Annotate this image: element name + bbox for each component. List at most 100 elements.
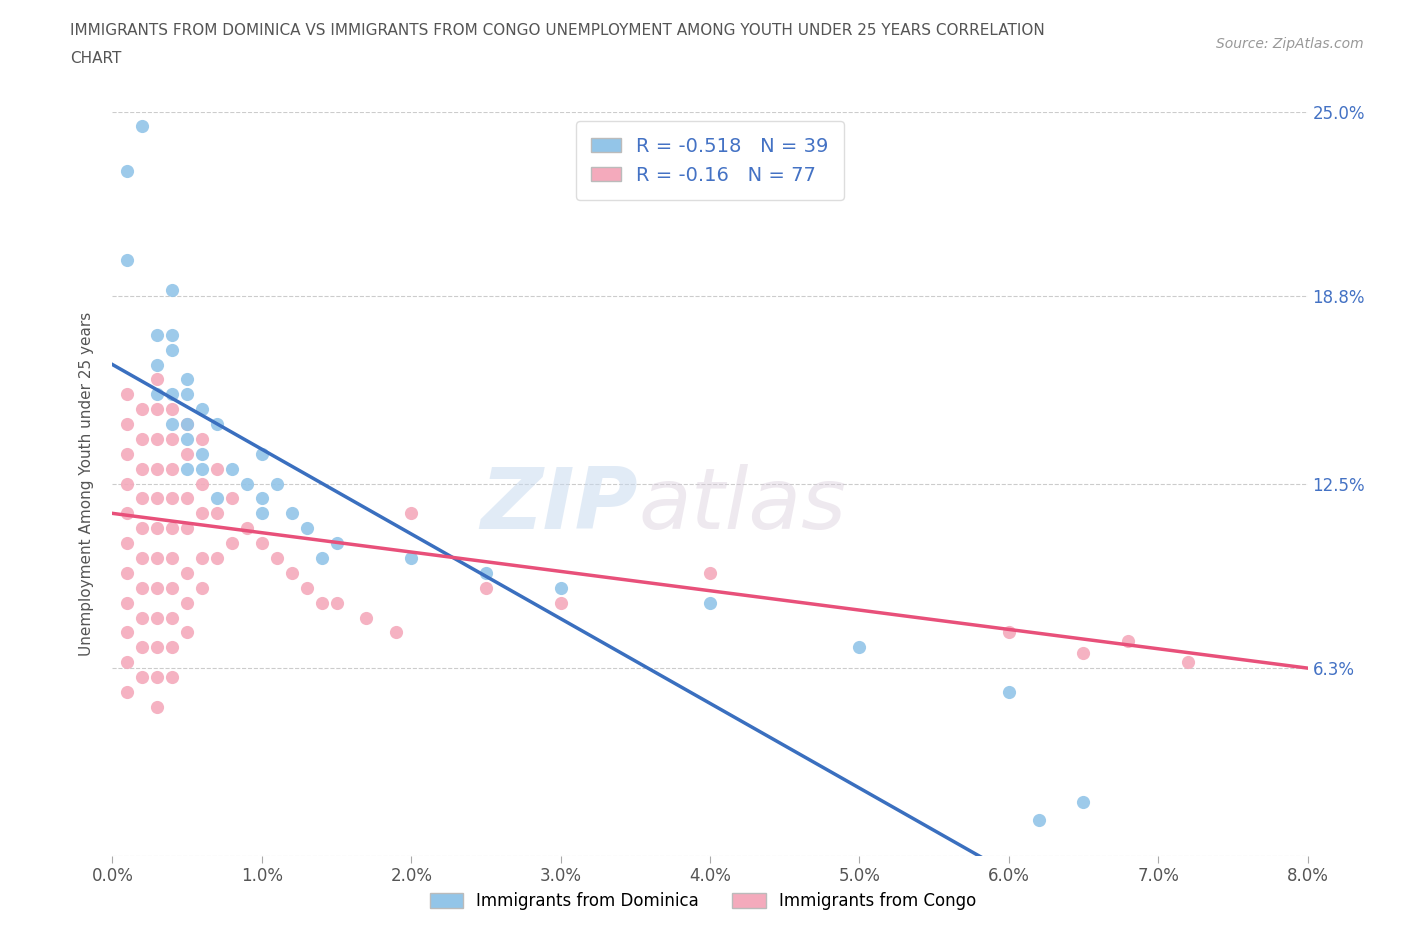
Point <box>191 506 214 521</box>
Point <box>162 461 183 476</box>
Point <box>205 506 228 521</box>
Point <box>162 491 183 506</box>
Point <box>146 402 169 417</box>
Point <box>266 476 288 491</box>
Point <box>176 521 198 536</box>
Point <box>146 357 169 372</box>
Point <box>250 536 273 551</box>
Point <box>131 491 153 506</box>
Point <box>117 446 139 461</box>
Point <box>146 699 169 714</box>
Point <box>117 506 139 521</box>
Point <box>117 476 139 491</box>
Point <box>1028 813 1050 828</box>
Point <box>117 684 139 699</box>
Point <box>191 402 214 417</box>
Point <box>281 506 304 521</box>
Point <box>250 506 273 521</box>
Point <box>221 491 243 506</box>
Point <box>146 551 169 565</box>
Point <box>131 580 153 595</box>
Point <box>176 625 198 640</box>
Point <box>998 625 1021 640</box>
Point <box>131 670 153 684</box>
Point <box>385 625 408 640</box>
Point <box>162 342 183 357</box>
Point <box>176 461 198 476</box>
Point <box>131 521 153 536</box>
Point <box>176 595 198 610</box>
Point <box>131 610 153 625</box>
Point <box>295 580 318 595</box>
Point <box>205 417 228 432</box>
Point <box>131 119 153 134</box>
Point <box>176 387 198 402</box>
Point <box>191 476 214 491</box>
Point <box>162 610 183 625</box>
Point <box>176 372 198 387</box>
Point <box>401 551 423 565</box>
Point <box>162 387 183 402</box>
Point <box>1073 645 1095 660</box>
Point <box>117 387 139 402</box>
Point <box>117 253 139 268</box>
Text: atlas: atlas <box>638 464 846 548</box>
Y-axis label: Unemployment Among Youth under 25 years: Unemployment Among Youth under 25 years <box>79 312 94 656</box>
Point <box>146 461 169 476</box>
Text: IMMIGRANTS FROM DOMINICA VS IMMIGRANTS FROM CONGO UNEMPLOYMENT AMONG YOUTH UNDER: IMMIGRANTS FROM DOMINICA VS IMMIGRANTS F… <box>70 23 1045 38</box>
Point <box>205 551 228 565</box>
Point <box>162 327 183 342</box>
Point <box>191 551 214 565</box>
Point <box>699 565 721 580</box>
Point <box>998 684 1021 699</box>
Point <box>550 580 572 595</box>
Point <box>475 580 498 595</box>
Point <box>205 491 228 506</box>
Point <box>146 372 169 387</box>
Point <box>221 461 243 476</box>
Point <box>281 565 304 580</box>
Point <box>176 417 198 432</box>
Point <box>176 432 198 446</box>
Point <box>311 595 333 610</box>
Point <box>162 670 183 684</box>
Point <box>848 640 870 655</box>
Text: Source: ZipAtlas.com: Source: ZipAtlas.com <box>1216 37 1364 51</box>
Point <box>250 446 273 461</box>
Point <box>176 491 198 506</box>
Point <box>117 625 139 640</box>
Point <box>550 595 572 610</box>
Point <box>295 521 318 536</box>
Point <box>191 432 214 446</box>
Point <box>131 461 153 476</box>
Text: CHART: CHART <box>70 51 122 66</box>
Point <box>146 387 169 402</box>
Point <box>146 640 169 655</box>
Point <box>401 506 423 521</box>
Point <box>1073 794 1095 809</box>
Point <box>236 521 259 536</box>
Point <box>131 551 153 565</box>
Point <box>176 417 198 432</box>
Point <box>146 610 169 625</box>
Point <box>131 402 153 417</box>
Point <box>131 640 153 655</box>
Text: ZIP: ZIP <box>481 464 638 548</box>
Point <box>146 327 169 342</box>
Point <box>356 610 378 625</box>
Point <box>266 551 288 565</box>
Point <box>1118 634 1140 649</box>
Point <box>162 402 183 417</box>
Point <box>236 476 259 491</box>
Point <box>162 521 183 536</box>
Point <box>117 595 139 610</box>
Point <box>146 432 169 446</box>
Point <box>162 283 183 298</box>
Point <box>325 595 347 610</box>
Point <box>117 655 139 670</box>
Point <box>162 580 183 595</box>
Point <box>117 565 139 580</box>
Point <box>162 551 183 565</box>
Point <box>205 461 228 476</box>
Legend: R = -0.518   N = 39, R = -0.16   N = 77: R = -0.518 N = 39, R = -0.16 N = 77 <box>576 121 844 200</box>
